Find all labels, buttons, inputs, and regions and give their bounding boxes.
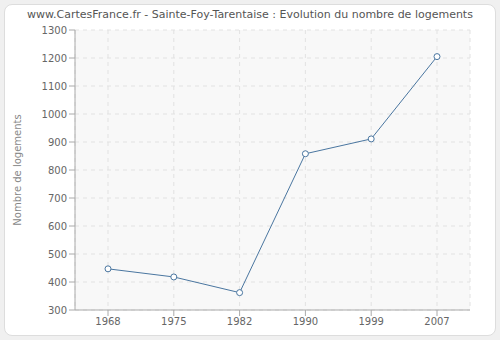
svg-text:400: 400 <box>48 277 67 288</box>
svg-text:1982: 1982 <box>227 316 252 327</box>
svg-text:800: 800 <box>48 165 67 176</box>
svg-text:1968: 1968 <box>95 316 120 327</box>
svg-text:1300: 1300 <box>42 25 67 36</box>
svg-text:1200: 1200 <box>42 53 67 64</box>
svg-text:1975: 1975 <box>161 316 186 327</box>
html-text:www.CartesFrance.fr - Sainte-F: www.CartesFrance.fr - Sainte-Foy-Tarenta… <box>27 8 473 21</box>
svg-text:1999: 1999 <box>358 316 383 327</box>
svg-text:1000: 1000 <box>42 109 67 120</box>
svg-text:Nombre de logements: Nombre de logements <box>12 114 23 225</box>
svg-text:500: 500 <box>48 249 67 260</box>
svg-text:1990: 1990 <box>293 316 318 327</box>
svg-text:300: 300 <box>48 305 67 316</box>
svg-text:2007: 2007 <box>424 316 449 327</box>
svg-text:700: 700 <box>48 193 67 204</box>
svg-text:600: 600 <box>48 221 67 232</box>
svg-text:1100: 1100 <box>42 81 67 92</box>
svg-text:900: 900 <box>48 137 67 148</box>
